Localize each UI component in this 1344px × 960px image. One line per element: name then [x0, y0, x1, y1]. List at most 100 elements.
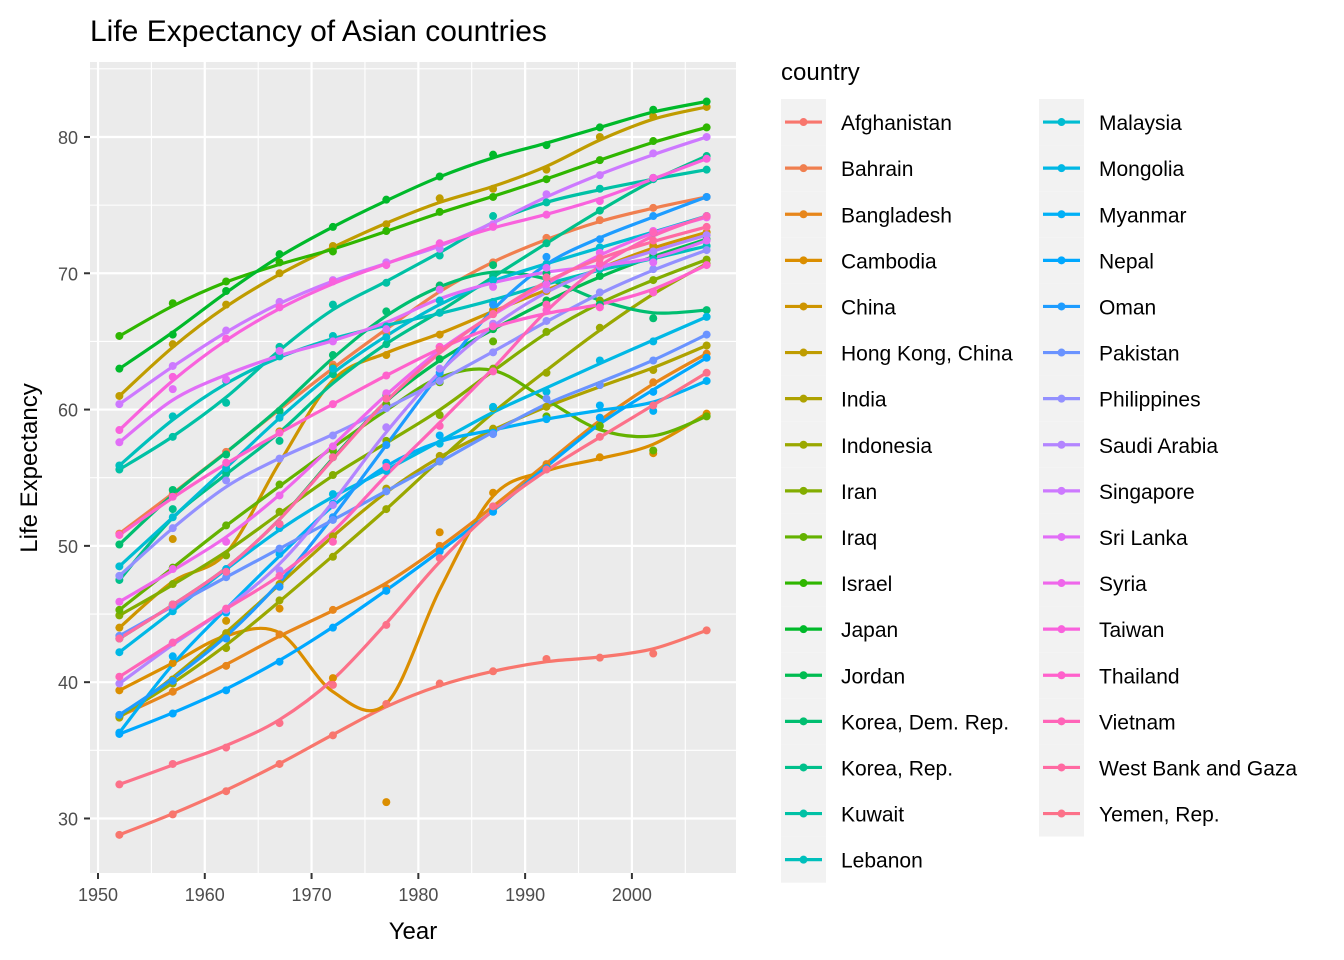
legend-label: Thailand — [1099, 665, 1180, 688]
data-point-oman — [542, 252, 551, 261]
data-point-philippines — [115, 571, 124, 580]
data-point-bahrain — [649, 203, 658, 212]
data-point-bangladesh — [275, 630, 284, 639]
data-point-afghanistan — [489, 667, 498, 676]
legend-item-bangladesh: Bangladesh — [781, 191, 952, 238]
legend-label: Mongolia — [1099, 158, 1185, 181]
legend-item-thailand: Thailand — [1039, 652, 1180, 699]
data-point-bahrain — [595, 216, 604, 225]
legend-label: Bangladesh — [841, 204, 952, 227]
data-point-myanmar — [542, 415, 551, 424]
data-point-thailand — [222, 458, 231, 467]
legend-item-israel: Israel — [781, 560, 892, 607]
legend-label: Iraq — [841, 527, 877, 550]
data-point-syria — [168, 565, 177, 574]
data-point-saudi-arabia — [435, 364, 444, 373]
data-point-nepal — [115, 729, 124, 738]
data-point-west-bank-and-gaza — [222, 567, 231, 576]
data-point-west-bank-and-gaza — [168, 600, 177, 609]
legend-key-point — [1057, 671, 1066, 680]
legend-item-sri-lanka: Sri Lanka — [1039, 513, 1188, 560]
data-point-cambodia — [595, 453, 604, 462]
data-point-iran — [168, 580, 177, 589]
data-point-myanmar — [702, 376, 711, 385]
data-point-oman — [382, 441, 391, 450]
data-point-taiwan — [328, 277, 337, 286]
data-point-jordan — [595, 271, 604, 280]
data-point-sri-lanka — [168, 385, 177, 394]
data-point-afghanistan — [115, 830, 124, 839]
data-point-nepal — [649, 387, 658, 396]
data-point-israel — [542, 175, 551, 184]
data-point-philippines — [595, 288, 604, 297]
data-point-cambodia — [168, 659, 177, 668]
data-point-nepal — [435, 547, 444, 556]
legend-key-point — [799, 302, 808, 311]
legend-key-point — [799, 440, 808, 449]
legend-key-point — [1057, 302, 1066, 311]
data-point-korea-rep — [275, 436, 284, 445]
data-point-hong-kong-china — [542, 165, 551, 174]
legend-label: Cambodia — [841, 250, 937, 273]
legend-label: Jordan — [841, 665, 905, 688]
legend-label: Kuwait — [841, 804, 904, 827]
x-tick-label: 2000 — [612, 885, 652, 905]
data-point-sri-lanka — [328, 337, 337, 346]
legend-label: Vietnam — [1099, 711, 1176, 734]
data-point-singapore — [222, 326, 231, 335]
legend-label: Philippines — [1099, 389, 1201, 412]
data-point-west-bank-and-gaza — [702, 222, 711, 231]
data-point-pakistan — [382, 487, 391, 496]
data-point-oman — [702, 192, 711, 201]
data-point-kuwait — [168, 432, 177, 441]
data-point-korea-rep — [542, 239, 551, 248]
legend-item-indonesia: Indonesia — [781, 421, 932, 468]
legend-key-point — [799, 532, 808, 541]
data-point-israel — [595, 156, 604, 165]
data-point-china — [115, 623, 124, 632]
legend-key-point — [1057, 256, 1066, 265]
x-tick-label: 1990 — [505, 885, 545, 905]
data-point-myanmar — [168, 652, 177, 661]
data-point-cambodia — [115, 686, 124, 695]
data-point-israel — [435, 207, 444, 216]
data-point-oman — [275, 582, 284, 591]
x-tick-label: 1980 — [398, 885, 438, 905]
data-point-afghanistan — [649, 649, 658, 658]
data-point-sri-lanka — [649, 258, 658, 267]
data-point-hong-kong-china — [382, 220, 391, 229]
legend: Afghanistan Bahrain Bangladesh Cambodia Chin… — [781, 99, 1297, 883]
data-point-thailand — [649, 288, 658, 297]
legend-item-bahrain: Bahrain — [781, 145, 913, 192]
y-tick-label: 60 — [58, 401, 78, 421]
legend-key-point — [1057, 210, 1066, 219]
data-point-malaysia — [435, 296, 444, 305]
data-point-jordan — [435, 355, 444, 364]
legend-key-point — [1057, 348, 1066, 357]
data-point-indonesia — [382, 505, 391, 514]
data-point-sri-lanka — [222, 375, 231, 384]
data-point-korea-dem-rep — [328, 351, 337, 360]
data-point-india — [702, 341, 711, 350]
legend-key-point — [1057, 809, 1066, 818]
legend-label: West Bank and Gaza — [1099, 757, 1297, 780]
legend-key-point — [799, 210, 808, 219]
data-point-indonesia — [595, 323, 604, 332]
legend-label: Oman — [1099, 296, 1156, 319]
legend-label: Lebanon — [841, 850, 923, 873]
legend-item-india: India — [781, 375, 887, 422]
legend-item-lebanon: Lebanon — [781, 836, 923, 883]
data-point-bangladesh — [649, 378, 658, 387]
data-point-sri-lanka — [542, 263, 551, 272]
data-point-lebanon — [168, 412, 177, 421]
legend-key-point — [1057, 579, 1066, 588]
data-point-kuwait — [435, 251, 444, 260]
legend-label: Singapore — [1099, 481, 1195, 504]
legend-key-point — [799, 855, 808, 864]
data-point-vietnam — [222, 604, 231, 613]
data-point-japan — [222, 286, 231, 295]
data-point-thailand — [115, 530, 124, 539]
y-tick-label: 80 — [58, 128, 78, 148]
data-point-vietnam — [542, 300, 551, 309]
data-point-kuwait — [595, 184, 604, 193]
